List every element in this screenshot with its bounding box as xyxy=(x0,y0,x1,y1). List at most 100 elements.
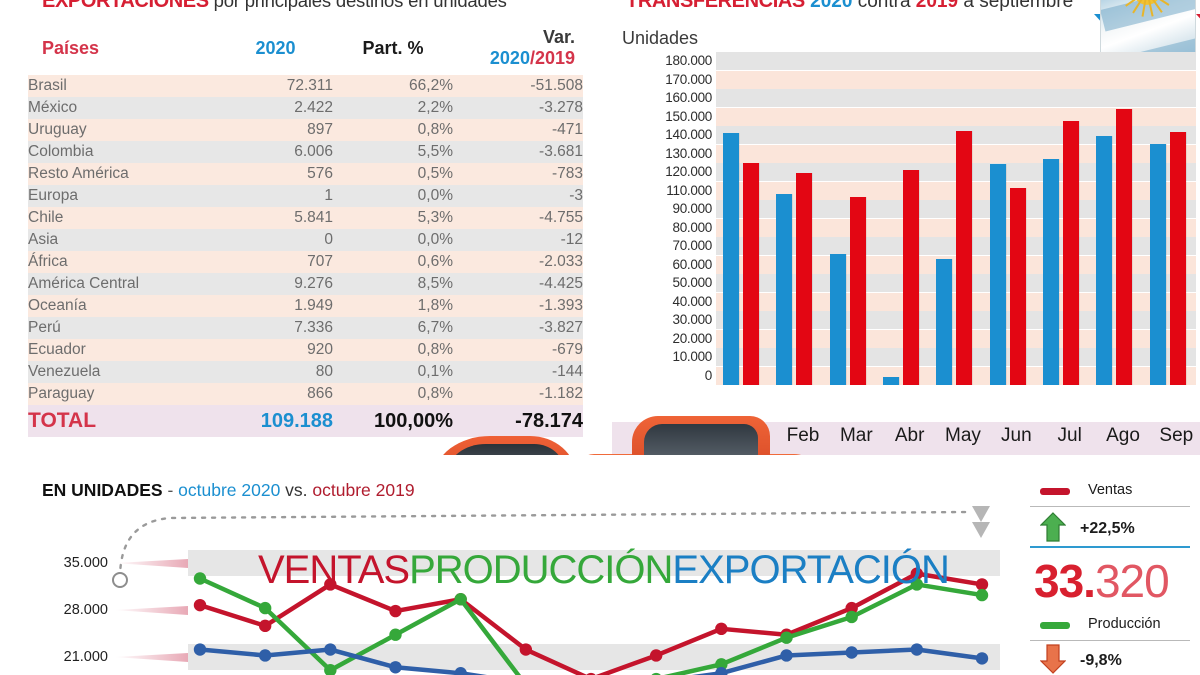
line-y-tick-label: 28.000 xyxy=(63,602,108,618)
bar-2020 xyxy=(776,194,793,385)
cell-part: 0,8% xyxy=(333,119,453,141)
data-point xyxy=(193,572,207,585)
gridline-band xyxy=(716,52,1196,70)
col-header-var-2019: /2019 xyxy=(529,48,575,68)
cell-2020: 7.336 xyxy=(218,317,333,339)
bar-2019 xyxy=(743,163,759,385)
cell-var: -12 xyxy=(453,229,583,251)
data-point xyxy=(715,667,728,675)
transfers-title-end: a septiembre xyxy=(958,0,1074,12)
tick-pointer-icon xyxy=(114,606,188,615)
cell-country: México xyxy=(28,97,218,119)
data-point xyxy=(910,643,924,656)
cell-var: -1.393 xyxy=(453,295,583,317)
table-row: Brasil 72.311 66,2% -51.508 xyxy=(28,75,583,97)
data-point xyxy=(715,622,728,636)
word-produccion: PRODUCCIÓN xyxy=(409,548,673,592)
cell-var: -4.755 xyxy=(453,207,583,229)
cell-part: 0,1% xyxy=(333,361,453,383)
word-exportacion: EXPORTACIÓN xyxy=(672,548,949,592)
bar-2020 xyxy=(989,163,1006,385)
bar-2020 xyxy=(829,253,846,385)
cell-var: -1.182 xyxy=(453,383,583,405)
y-axis-gridline: 150.000 xyxy=(644,107,1196,126)
data-point xyxy=(389,628,402,641)
bar-2020 xyxy=(1096,136,1113,385)
data-point xyxy=(324,578,337,591)
cell-var: -2.033 xyxy=(453,251,583,273)
bar-2019 xyxy=(796,173,813,385)
bar-2019 xyxy=(1063,121,1079,385)
x-axis-month-label: Jul xyxy=(1057,425,1082,446)
x-axis-month-label: Sep xyxy=(1159,425,1194,446)
line-gridline: 35.000 xyxy=(30,550,1000,576)
data-point xyxy=(975,578,989,591)
cell-var: -3 xyxy=(453,185,583,207)
table-row: Europa 1 0,0% -3 xyxy=(28,185,583,207)
y-axis-tick-label: 80.000 xyxy=(672,219,713,235)
data-point xyxy=(586,672,596,675)
y-axis-gridline: 170.000 xyxy=(644,70,1196,89)
data-point xyxy=(845,610,858,624)
arrow-down-icon xyxy=(1040,644,1066,674)
exports-title: EXPORTACIONES por principales destinos e… xyxy=(42,0,507,13)
cell-2020: 920 xyxy=(218,339,333,361)
data-point xyxy=(845,646,858,659)
cell-country: Perú xyxy=(28,317,218,339)
cell-2020: 1 xyxy=(218,185,333,207)
data-point xyxy=(258,601,272,615)
table-row: Venezuela 80 0,1% -144 xyxy=(28,361,583,383)
ventas-value: 33.320 xyxy=(1034,554,1170,608)
table-row: Ecuador 920 0,8% -679 xyxy=(28,339,583,361)
y-axis-tick-label: 60.000 xyxy=(672,256,713,272)
cell-country: Ecuador xyxy=(28,339,218,361)
cell-part: 5,5% xyxy=(333,141,453,163)
bar-group xyxy=(717,61,770,385)
y-axis-tick-label: 160.000 xyxy=(665,90,712,105)
cell-var: -3.278 xyxy=(453,97,583,119)
data-point xyxy=(519,643,533,656)
table-row: México 2.422 2,2% -3.278 xyxy=(28,97,583,119)
cell-2020: 72.311 xyxy=(218,75,333,97)
cell-var: -3.827 xyxy=(453,317,583,339)
cell-country: Colombia xyxy=(28,141,218,163)
col-header-var-2020: 2020 xyxy=(489,48,530,68)
cell-country: Resto América xyxy=(28,163,218,185)
table-row: Perú 7.336 6,7% -3.827 xyxy=(28,317,583,339)
data-point xyxy=(258,619,272,633)
transfers-title-2020: 2020 xyxy=(810,0,853,12)
cell-part: 66,2% xyxy=(333,75,453,97)
col-header-2020: 2020 xyxy=(255,37,296,58)
cell-country: América Central xyxy=(28,273,218,295)
bar-group xyxy=(770,61,823,385)
x-axis-month-label: Jun xyxy=(1001,425,1032,446)
cell-2020: 0 xyxy=(218,229,333,251)
cell-part: 1,8% xyxy=(333,295,453,317)
bottom-title-vs: vs. xyxy=(280,480,313,500)
transfers-chart-area: 180.000 170.000 160.000 150.000 140.000 130.0… xyxy=(644,52,1196,417)
data-point xyxy=(975,588,989,602)
bar-group xyxy=(1090,61,1143,385)
cell-var: -51.508 xyxy=(453,75,583,97)
ventas-value-bold: 33. xyxy=(1034,555,1096,607)
bar-2019 xyxy=(1009,187,1026,385)
bar-2019 xyxy=(1169,131,1186,385)
divider-1 xyxy=(1030,506,1190,507)
cell-country: Asia xyxy=(28,229,218,251)
cell-var: -679 xyxy=(453,339,583,361)
line-chart-plot xyxy=(193,567,989,675)
col-header-var-prefix: Var. xyxy=(542,27,575,47)
divider-2 xyxy=(1030,546,1190,548)
data-point xyxy=(193,643,207,656)
y-axis-tick-label: 180.000 xyxy=(665,53,712,68)
line-gridline-band xyxy=(188,550,1000,576)
data-point xyxy=(324,664,337,675)
transfers-axis-label: Unidades xyxy=(622,28,699,48)
exports-table-head: Países 2020 Part. % Var. 2020/2019 xyxy=(28,25,583,75)
x-axis-month-label: Abr xyxy=(894,425,925,446)
data-point xyxy=(651,672,661,675)
data-point xyxy=(715,658,728,671)
gridline-band xyxy=(716,70,1196,89)
data-point xyxy=(258,649,272,662)
total-2020: 109.188 xyxy=(218,405,333,437)
